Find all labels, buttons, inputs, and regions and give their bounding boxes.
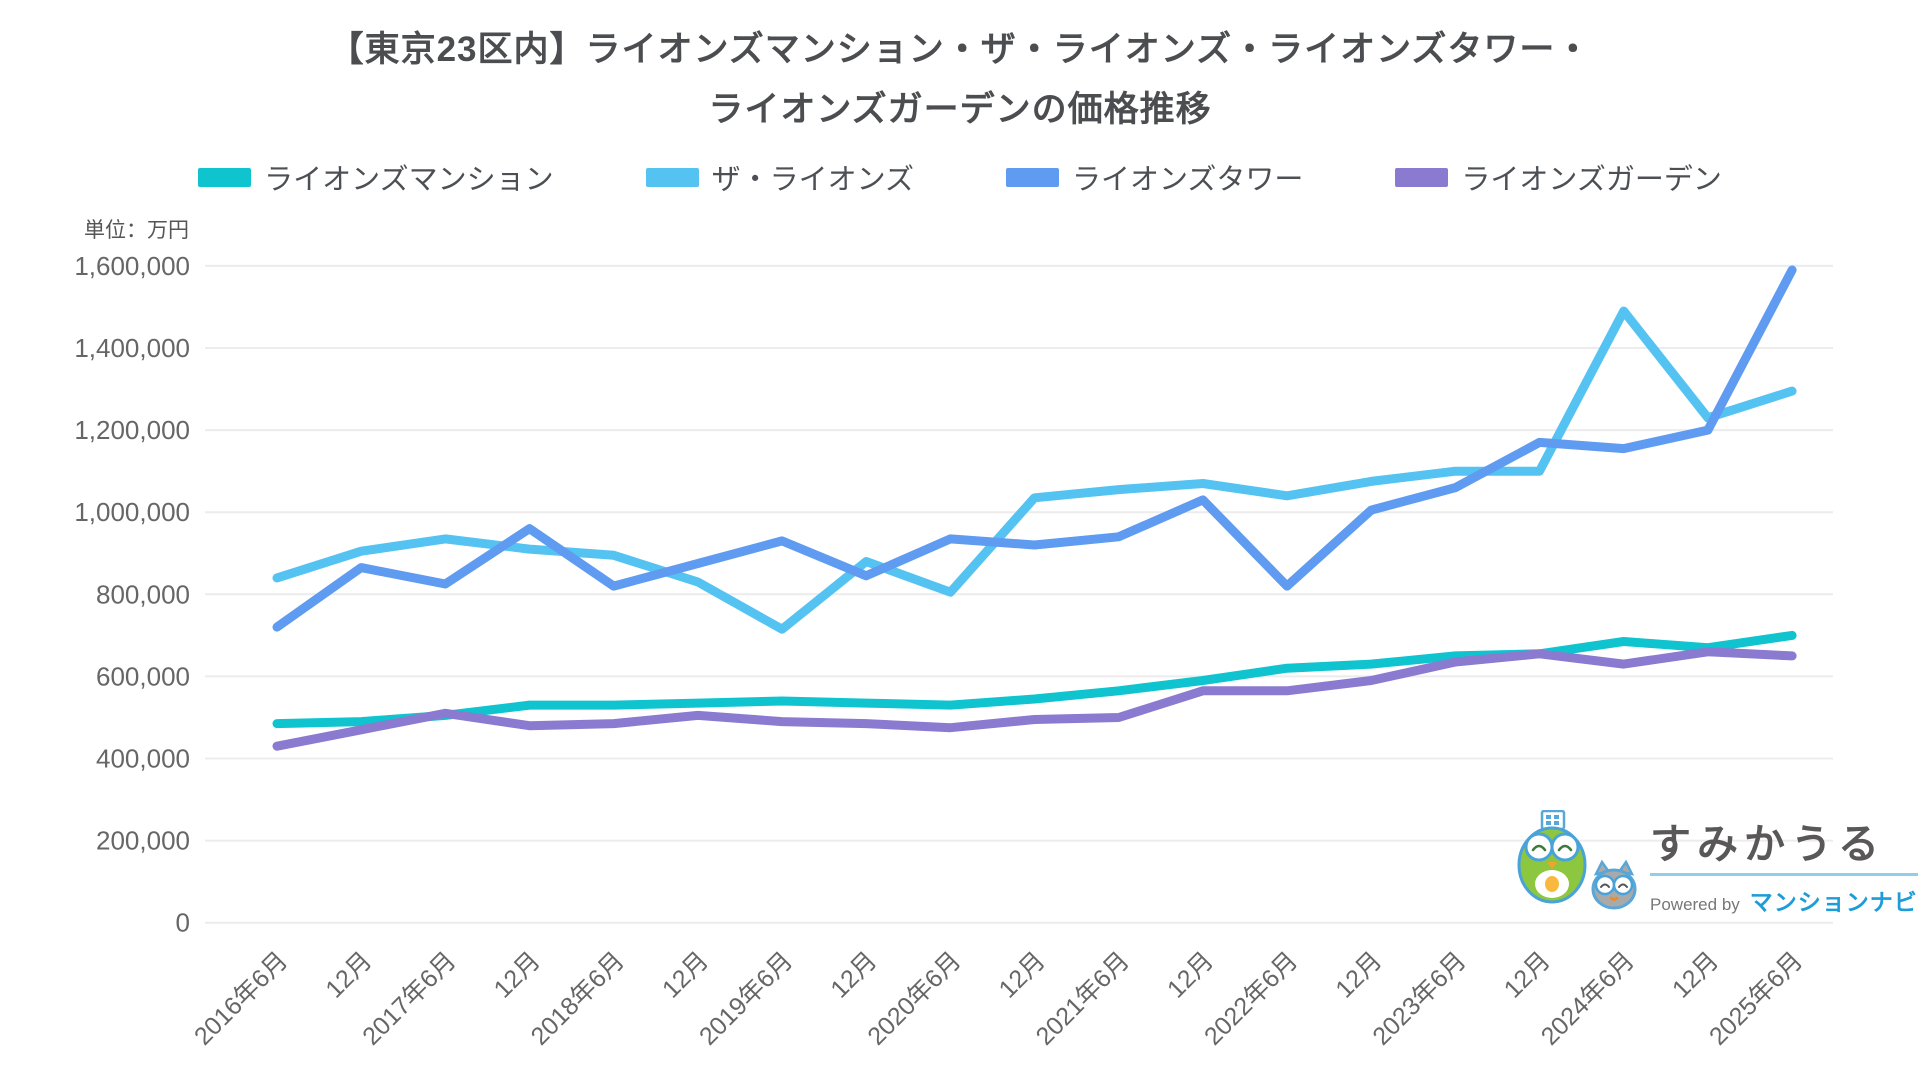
- x-axis-tick-label: 12月: [1499, 946, 1556, 1003]
- y-axis-tick-label: 1,600,000: [74, 251, 190, 281]
- legend-item-lions-garden: ライオンズガーデン: [1395, 156, 1722, 198]
- series-line-the-lions: [272, 306, 1797, 634]
- y-axis-tick-label: 200,000: [96, 826, 190, 856]
- legend-swatch-icon: [1006, 167, 1059, 187]
- legend-label: ザ・ライオンズ: [711, 164, 914, 196]
- legend-label: ライオンズガーデン: [1461, 164, 1722, 196]
- y-axis-tick-label: 1,200,000: [74, 415, 190, 445]
- x-axis-tick-label: 2016年6月: [189, 946, 293, 1050]
- y-axis-tick-label: 400,000: [96, 744, 190, 774]
- mansion-navi-logo: マンションナビ: [1749, 889, 1918, 915]
- legend-swatch-icon: [645, 167, 699, 187]
- x-axis-tick-label: 12月: [994, 946, 1051, 1003]
- page-title-line2: ライオンズガーデンの価格推移: [708, 90, 1212, 129]
- y-axis-unit-label: 単位：万円: [84, 219, 189, 242]
- legend-label: ライオンズタワー: [1072, 164, 1304, 196]
- x-axis-tick-label: 12月: [1667, 946, 1724, 1003]
- series-line-lions-tower: [272, 265, 1797, 632]
- x-axis-tick-label: 12月: [657, 946, 714, 1003]
- series-line-lions-garden: [272, 647, 1797, 751]
- x-axis-tick-label: 12月: [1162, 946, 1219, 1003]
- sumikauru-watermark: すみかうる Powered by マンションナビ: [1514, 810, 1918, 917]
- y-axis-tick-label: 0: [176, 908, 190, 938]
- y-axis-tick-label: 1,000,000: [74, 497, 190, 527]
- series-line-lions-mansion: [272, 630, 1797, 729]
- legend-swatch-icon: [198, 167, 252, 187]
- page-title-line1: 【東京23区内】ライオンズマンション・ザ・ライオンズ・ライオンズタワー・: [328, 30, 1592, 69]
- watermark-brand: すみかうる: [1650, 821, 1885, 867]
- powered-by-label: Powered by: [1650, 895, 1740, 914]
- legend-item-lions-tower: ライオンズタワー: [1006, 156, 1303, 198]
- legend-item-the-lions: ザ・ライオンズ: [645, 156, 914, 198]
- x-axis-tick-label: 12月: [825, 946, 882, 1003]
- legend-item-lions-mansion: ライオンズマンション: [198, 156, 554, 198]
- y-axis-tick-label: 600,000: [96, 661, 190, 691]
- sumikauru-mascot-icon: [1517, 810, 1637, 910]
- page-title: 【東京23区内】ライオンズマンション・ザ・ライオンズ・ライオンズタワー・ ライオ…: [0, 20, 1920, 140]
- y-axis-tick-label: 800,000: [96, 579, 190, 609]
- x-axis-tick-label: 12月: [320, 946, 377, 1003]
- chart-legend: ライオンズマンション ザ・ライオンズ ライオンズタワー ライオンズガーデン: [0, 156, 1920, 198]
- watermark-powered-by: Powered by マンションナビ: [1650, 883, 1918, 917]
- x-axis-tick-label: 12月: [1330, 946, 1387, 1003]
- legend-swatch-icon: [1395, 167, 1449, 187]
- x-axis-tick-label: 12月: [489, 946, 546, 1003]
- watermark-divider: [1650, 873, 1918, 876]
- legend-label: ライオンズマンション: [264, 164, 554, 196]
- y-axis-tick-label: 1,400,000: [74, 333, 190, 363]
- watermark-text: すみかうる Powered by マンションナビ: [1650, 810, 1918, 917]
